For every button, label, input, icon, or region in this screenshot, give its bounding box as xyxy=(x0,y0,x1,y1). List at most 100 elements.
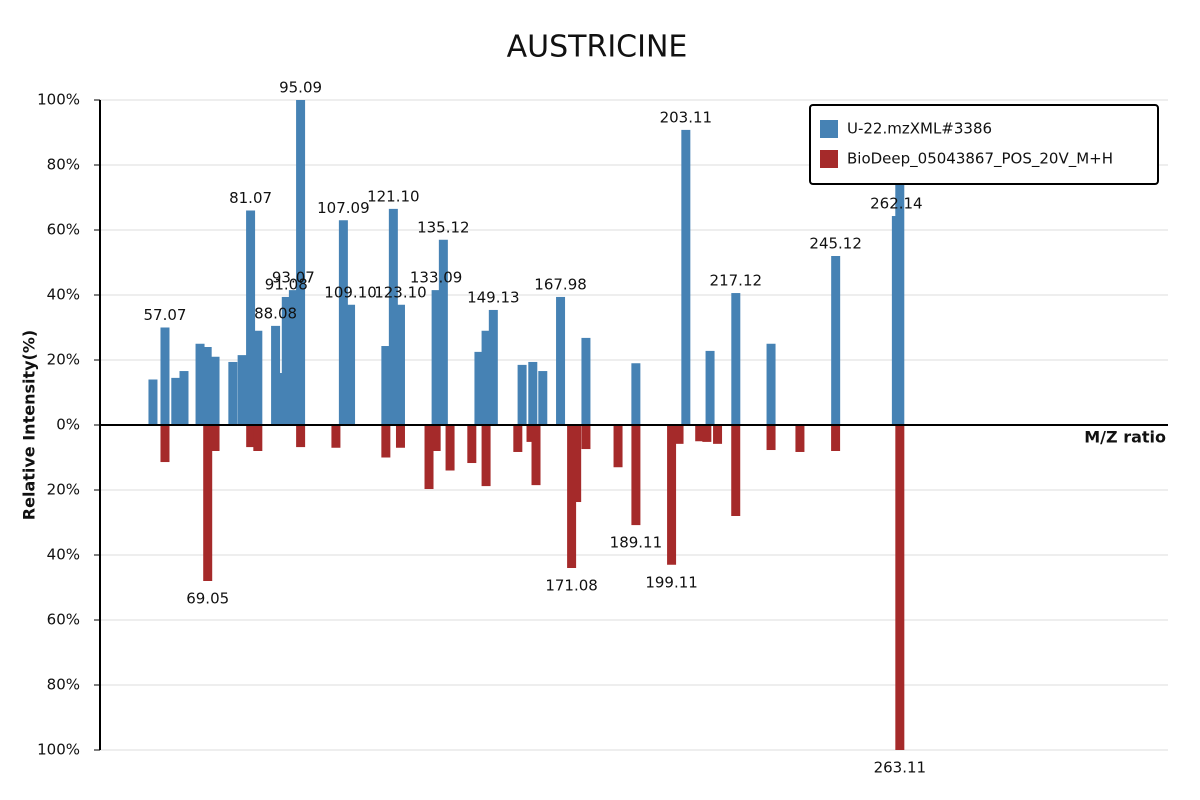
bar xyxy=(424,425,434,490)
peak-label: 95.09 xyxy=(279,79,322,97)
bar xyxy=(210,425,220,451)
bar xyxy=(531,425,541,486)
bar xyxy=(528,361,538,425)
peak-label: 88.08 xyxy=(254,304,297,322)
bar xyxy=(766,343,776,425)
bar xyxy=(331,425,341,448)
peak-label: 121.10 xyxy=(367,187,420,205)
bar xyxy=(695,425,705,442)
bar xyxy=(202,347,212,425)
y-tick-label: 100% xyxy=(37,741,80,759)
bar xyxy=(831,425,841,451)
bar xyxy=(171,377,181,425)
peak-label: 135.12 xyxy=(417,218,470,236)
bar xyxy=(766,425,776,451)
peak-label: 69.05 xyxy=(186,590,229,608)
y-tick-label: 0% xyxy=(56,416,80,434)
peak-label: 57.07 xyxy=(144,306,187,324)
bar xyxy=(388,208,398,425)
bar xyxy=(705,350,715,425)
bar xyxy=(288,290,298,425)
bar xyxy=(581,425,591,450)
peak-label: 123.10 xyxy=(374,283,427,301)
bar xyxy=(445,425,455,471)
y-tick-label: 20% xyxy=(47,351,80,369)
bar xyxy=(281,296,291,425)
bar xyxy=(438,239,448,425)
y-tick-label: 80% xyxy=(47,156,80,174)
peak-label: 217.12 xyxy=(710,272,763,290)
bar xyxy=(474,351,484,425)
bar xyxy=(381,346,391,425)
bar xyxy=(160,425,170,463)
peak-label: 189.11 xyxy=(610,534,663,552)
bar xyxy=(631,363,641,425)
bar xyxy=(526,425,536,442)
bar xyxy=(567,425,577,568)
bar xyxy=(895,425,905,750)
peak-label: 149.13 xyxy=(467,288,520,306)
peak-label: 91.08 xyxy=(265,275,308,293)
bar xyxy=(731,425,741,516)
legend-swatch xyxy=(820,150,838,168)
bar xyxy=(795,425,805,452)
bar xyxy=(681,129,691,425)
bar xyxy=(895,182,905,425)
peak-label: 93.07 xyxy=(272,269,315,287)
bar xyxy=(667,425,677,565)
y-tick-label: 20% xyxy=(47,481,80,499)
legend-label: U-22.mzXML#3386 xyxy=(847,120,992,138)
bar xyxy=(831,256,841,425)
bar xyxy=(481,330,491,425)
bar xyxy=(395,425,405,448)
bar xyxy=(246,210,256,425)
x-axis-title: M/Z ratio xyxy=(1084,428,1166,447)
bar xyxy=(488,309,498,425)
bar xyxy=(246,425,256,448)
y-tick-label: 40% xyxy=(47,546,80,564)
peak-label: 263.11 xyxy=(874,759,927,777)
bar xyxy=(179,371,189,425)
y-tick-label: 80% xyxy=(47,676,80,694)
bar xyxy=(237,355,247,425)
bar xyxy=(674,425,684,444)
bar xyxy=(538,371,548,425)
bar xyxy=(210,356,220,425)
bar xyxy=(713,425,723,444)
y-tick-label: 100% xyxy=(37,91,80,109)
y-axis-title: Relative Intensity(%) xyxy=(20,330,39,520)
bar xyxy=(631,425,641,526)
bar xyxy=(581,337,591,425)
bar xyxy=(338,220,348,425)
peak-label: 203.11 xyxy=(660,108,713,126)
bar xyxy=(296,425,306,448)
peak-label: 171.08 xyxy=(545,577,598,595)
bar xyxy=(253,425,263,451)
bar xyxy=(572,425,582,503)
bar xyxy=(702,425,712,442)
bar xyxy=(148,379,158,425)
bar xyxy=(228,361,238,425)
chart-title: AUSTRICINE xyxy=(507,30,688,65)
legend-label: BioDeep_05043867_POS_20V_M+H xyxy=(847,150,1113,169)
bar xyxy=(481,425,491,487)
peak-label: 262.14 xyxy=(870,195,923,213)
bar xyxy=(253,330,263,425)
legend-box xyxy=(809,104,1159,185)
bar xyxy=(271,325,281,425)
bar xyxy=(431,290,441,425)
bar xyxy=(517,364,527,425)
peak-label: 107.09 xyxy=(317,199,370,217)
bar xyxy=(731,293,741,425)
peak-label: 245.12 xyxy=(809,235,862,253)
bar xyxy=(513,425,523,452)
bar xyxy=(556,296,566,425)
legend-swatch xyxy=(820,120,838,138)
bar xyxy=(296,100,306,425)
y-tick-label: 40% xyxy=(47,286,80,304)
peak-label: 199.11 xyxy=(645,573,698,591)
peak-label: 167.98 xyxy=(534,275,587,293)
y-tick-label: 60% xyxy=(47,221,80,239)
peak-label: 81.07 xyxy=(229,189,272,207)
